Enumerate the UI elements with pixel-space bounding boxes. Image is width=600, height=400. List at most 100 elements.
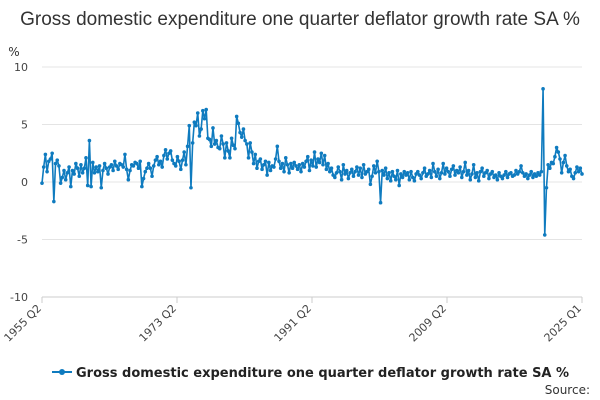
- data-point: [564, 164, 569, 168]
- data-point: [251, 161, 256, 166]
- data-point: [349, 167, 354, 172]
- data-point: [399, 172, 403, 176]
- data-point: [417, 173, 422, 177]
- data-point: [436, 167, 440, 172]
- data-point: [504, 169, 508, 174]
- data-point: [497, 171, 501, 175]
- data-point: [371, 164, 376, 168]
- data-point: [67, 165, 71, 169]
- series-line: [41, 88, 583, 236]
- data-point: [534, 174, 539, 179]
- data-point: [283, 156, 288, 160]
- data-point: [148, 166, 153, 170]
- source-label: Source:: [545, 383, 590, 397]
- data-point: [493, 173, 498, 177]
- data-point: [238, 130, 242, 135]
- data-point: [487, 176, 491, 181]
- data-point: [292, 160, 297, 165]
- data-point: [173, 164, 178, 168]
- data-point: [319, 151, 324, 156]
- data-point: [239, 135, 244, 139]
- data-point: [400, 175, 405, 180]
- data-point: [495, 177, 500, 182]
- legend: Gross domestic expenditure one quarter d…: [52, 366, 590, 397]
- data-point: [380, 168, 385, 173]
- data-point: [175, 154, 180, 159]
- data-point: [253, 152, 258, 157]
- data-point: [480, 166, 484, 170]
- data-point: [272, 165, 276, 169]
- data-point: [258, 157, 263, 161]
- data-point: [473, 175, 478, 180]
- data-point: [99, 185, 104, 190]
- data-point: [143, 169, 148, 174]
- data-point: [207, 137, 212, 142]
- data-point: [544, 185, 549, 190]
- data-point: [229, 136, 234, 141]
- data-point: [405, 171, 410, 175]
- x-tick-label: 1991 Q2: [272, 302, 315, 345]
- data-point: [458, 165, 462, 169]
- data-point: [482, 174, 486, 179]
- data-point: [329, 166, 334, 170]
- data-point: [295, 167, 300, 172]
- data-point: [112, 159, 117, 164]
- data-point: [551, 161, 556, 166]
- data-point: [421, 171, 425, 175]
- data-point: [184, 162, 188, 167]
- data-point: [109, 162, 114, 167]
- data-point: [299, 169, 303, 174]
- data-point: [151, 164, 156, 168]
- data-point: [224, 141, 229, 145]
- data-point: [470, 172, 474, 176]
- data-point: [114, 164, 119, 168]
- data-point: [573, 171, 578, 175]
- data-point: [158, 159, 163, 164]
- data-point: [72, 172, 76, 176]
- data-point: [80, 171, 85, 175]
- data-point: [559, 171, 564, 175]
- data-point: [446, 169, 451, 174]
- data-point: [358, 166, 363, 170]
- data-point: [568, 167, 572, 172]
- data-point: [131, 164, 136, 168]
- data-point: [126, 177, 131, 182]
- data-point: [150, 174, 154, 179]
- data-point: [439, 171, 444, 175]
- data-point: [267, 160, 271, 165]
- data-point: [575, 165, 579, 169]
- data-point: [41, 165, 46, 169]
- data-point: [62, 168, 66, 173]
- data-point: [190, 141, 195, 145]
- data-point: [466, 168, 471, 173]
- data-point: [111, 168, 115, 173]
- data-point: [121, 165, 126, 169]
- data-point: [157, 162, 161, 167]
- data-point: [202, 116, 207, 121]
- data-point: [539, 169, 544, 174]
- data-point: [82, 166, 87, 170]
- data-point: [57, 164, 61, 168]
- data-point: [145, 166, 149, 170]
- data-point: [204, 107, 208, 112]
- data-point: [45, 169, 49, 174]
- data-point: [475, 171, 479, 175]
- legend-marker: [59, 369, 65, 375]
- data-point: [52, 199, 56, 204]
- data-point: [444, 166, 449, 170]
- data-point: [561, 160, 566, 165]
- data-point: [128, 168, 132, 173]
- data-point: [102, 161, 107, 166]
- data-point: [104, 166, 109, 170]
- data-point: [300, 161, 305, 166]
- data-point: [449, 167, 454, 172]
- data-point: [248, 141, 253, 145]
- chart-title: Gross domestic expenditure one quarter d…: [20, 9, 580, 30]
- data-point: [500, 176, 505, 181]
- data-point: [214, 138, 219, 143]
- data-point: [490, 169, 495, 174]
- data-point: [280, 161, 285, 166]
- data-point: [312, 150, 317, 154]
- data-point: [146, 161, 151, 166]
- data-point: [304, 159, 308, 164]
